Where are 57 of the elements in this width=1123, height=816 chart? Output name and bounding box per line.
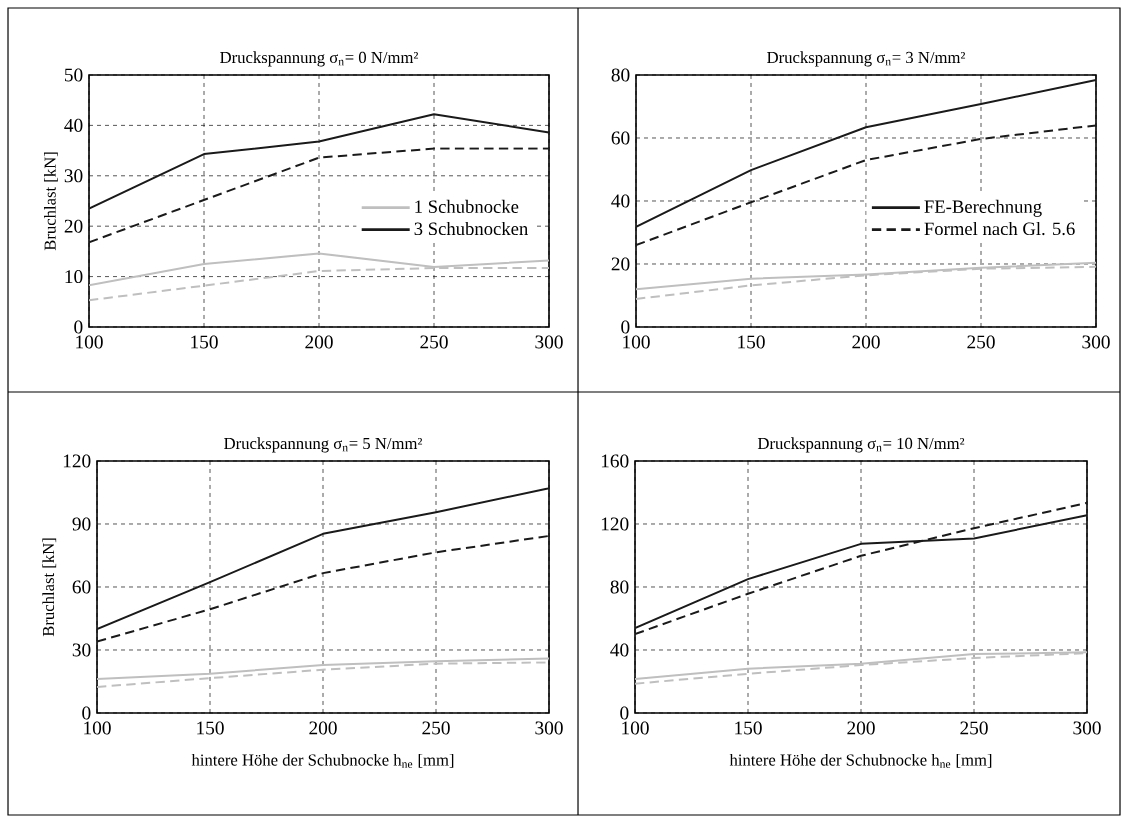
y-tick-label: 40 — [610, 643, 629, 657]
chart-title: Druckspannung σ$_{n}$= 0 N/mm² — [220, 51, 419, 67]
legend-label: 3 Schubnocken — [414, 221, 528, 236]
y-tick-label: 30 — [72, 643, 91, 657]
line-series — [97, 534, 550, 643]
legend-label: FE-Berechnung — [924, 199, 1042, 217]
x-tick-label: 100 — [84, 721, 111, 735]
chart-title: Druckspannung σ$_{n}$= 3 N/mm² — [767, 51, 966, 67]
y-tick-label: 120 — [601, 517, 629, 531]
x-tick-label: 100 — [623, 335, 650, 349]
x-tick-label: 200 — [847, 721, 875, 735]
x-tick-label: 200 — [305, 335, 333, 349]
line-series — [636, 124, 1097, 247]
y-tick-label: 20 — [64, 219, 83, 233]
y-tick-label: 60 — [72, 580, 91, 594]
y-tick-label: 40 — [611, 194, 630, 208]
x-tick-label: 150 — [738, 335, 765, 349]
x-axis-title: hintere Höhe der Schubnocke h$_{ne}$ [mm] — [191, 753, 454, 768]
x-tick-label: 250 — [967, 335, 995, 349]
x-tick-label: 300 — [1073, 721, 1101, 735]
x-tick-label: 300 — [1082, 335, 1110, 349]
x-tick-label: 200 — [309, 721, 337, 735]
x-tick-label: 250 — [960, 721, 988, 735]
chart-title: Druckspannung σ$_{n}$= 5 N/mm² — [224, 437, 423, 453]
x-tick-label: 300 — [535, 721, 563, 735]
x-tick-label: 150 — [197, 721, 224, 735]
line-series — [97, 487, 550, 630]
legend-label: Formel nach Gl. 5.6 — [924, 221, 1075, 236]
y-tick-label: 0 — [82, 706, 91, 720]
y-tick-label: 30 — [64, 169, 83, 183]
x-tick-label: 150 — [735, 721, 762, 735]
x-tick-label: 300 — [535, 335, 563, 349]
y-tick-label: 60 — [611, 131, 630, 145]
line-series — [636, 265, 1097, 300]
x-tick-label: 200 — [852, 335, 880, 349]
x-tick-label: 150 — [191, 335, 218, 349]
y-tick-label: 90 — [72, 517, 91, 531]
y-tick-label: 10 — [65, 270, 83, 284]
chart-title: Druckspannung σ$_{n}$= 10 N/mm² — [757, 437, 965, 453]
y-tick-label: 120 — [63, 454, 91, 468]
y-tick-label: 20 — [611, 257, 630, 271]
y-tick-label: 0 — [620, 706, 629, 720]
x-tick-label: 100 — [622, 721, 649, 735]
y-tick-label: 80 — [610, 580, 629, 594]
y-tick-label: 40 — [64, 118, 83, 132]
y-axis-title: Bruchlast [kN] — [42, 538, 57, 637]
x-tick-label: 100 — [76, 335, 103, 349]
legend-label: 1 Schubnocke — [415, 199, 519, 213]
x-tick-label: 250 — [420, 335, 448, 349]
y-axis-title: Bruchlast [kN] — [44, 152, 58, 251]
y-tick-label: 0 — [74, 320, 83, 334]
x-axis-title: hintere Höhe der Schubnocke h$_{ne}$ [mm] — [729, 753, 992, 768]
x-tick-label: 250 — [422, 721, 450, 735]
y-tick-label: 160 — [601, 454, 629, 468]
y-tick-label: 80 — [611, 68, 630, 82]
y-tick-label: 50 — [64, 68, 83, 82]
y-tick-label: 0 — [621, 320, 630, 334]
